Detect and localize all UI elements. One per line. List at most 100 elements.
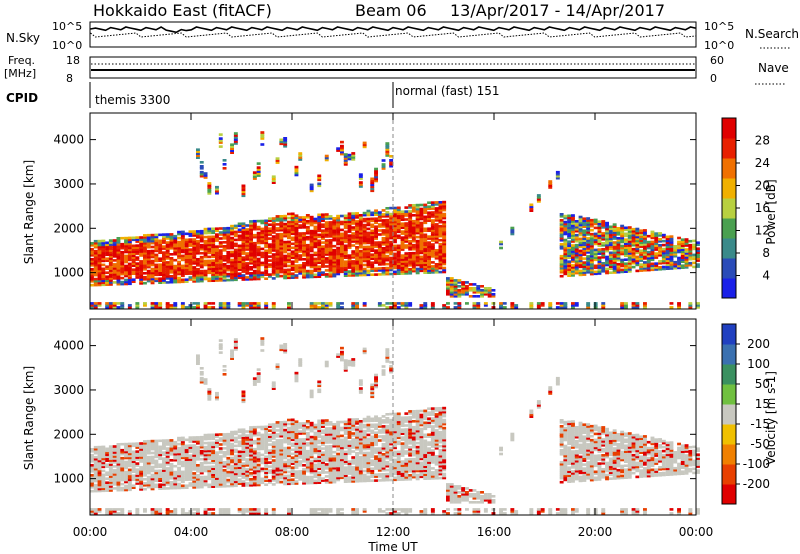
heatmap-cell [271,223,276,226]
heatmap-cell [423,207,428,211]
heatmap-cell [646,266,651,270]
heatmap-cell [643,302,647,305]
heatmap-cell [419,227,424,231]
heatmap-cell [268,217,272,220]
heatmap-cell [343,153,348,156]
heatmap-cell [127,250,132,254]
heatmap-cell [605,249,609,253]
heatmap-cell [124,274,128,278]
heatmap-cell [654,246,659,249]
heatmap-cell [362,231,367,235]
heatmap-cell [631,253,636,257]
heatmap-cell [468,289,473,292]
heatmap-cell [275,227,280,230]
heatmap-cell [165,481,170,484]
heatmap-cell [203,239,208,243]
heatmap-cell [419,247,424,251]
heatmap-cell [370,253,375,256]
heatmap-cell [279,238,284,242]
heatmap-cell [669,243,674,246]
heatmap-cell [199,463,204,467]
heatmap-cell [434,217,439,220]
heatmap-cell [180,510,185,513]
heatmap-cell [112,469,117,472]
heatmap-cell [124,450,128,454]
heatmap-cell [427,257,431,260]
heatmap-cell [336,248,341,252]
heatmap-cell [108,483,113,486]
heatmap-cell [108,461,113,464]
heatmap-cell [143,456,147,459]
heatmap-cell [654,234,659,237]
heatmap-cell [211,475,216,478]
heatmap-cell [358,265,363,269]
heatmap-cell [643,263,647,266]
heatmap-cell [396,262,401,265]
heatmap-cell [154,473,159,477]
heatmap-cell [559,256,564,260]
heatmap-cell [264,467,269,470]
heatmap-cell [279,452,284,456]
heatmap-cell [199,263,204,267]
heatmap-cell [574,302,579,305]
heatmap-cell [385,254,390,258]
heatmap-cell [260,349,265,352]
heatmap-cell [309,233,314,237]
heatmap-cell [218,437,223,440]
heatmap-cell [218,233,223,236]
heatmap-cell [173,272,178,276]
heatmap-cell [317,275,322,278]
heatmap-cell [351,274,356,277]
heatmap-cell [396,226,401,230]
heatmap-cell [571,246,575,249]
heatmap-cell [661,261,666,265]
heatmap-cell [154,257,159,261]
heatmap-cell [665,265,670,268]
heatmap-cell [343,238,348,242]
heatmap-cell [415,267,420,271]
heatmap-cell [150,255,155,259]
heatmap-cell [461,281,466,284]
heatmap-cell [419,267,424,271]
heatmap-cell [298,154,303,157]
heatmap-cell [169,241,174,244]
heatmap-cell [226,246,231,250]
heatmap-cell [173,472,178,476]
heatmap-cell [279,470,284,474]
heatmap-cell [207,443,212,447]
heatmap-cell [389,212,394,216]
heatmap-cell [215,461,219,464]
heatmap-cell [199,371,204,374]
heatmap-cell [688,243,693,247]
heatmap-cell [169,304,174,307]
heatmap-cell [283,272,288,276]
heatmap-cell [165,257,170,260]
heatmap-cell [408,246,413,249]
heatmap-cell [237,262,242,265]
heatmap-cell [446,281,450,284]
heatmap-cell [457,306,462,309]
heatmap-cell [203,483,208,487]
heatmap-cell [279,462,284,466]
heatmap-cell [241,304,246,307]
heatmap-cell [252,265,257,269]
heatmap-cell [351,306,356,309]
heatmap-cell [347,226,352,229]
heatmap-cell [173,456,178,460]
heatmap-cell [313,227,318,231]
power-ylabel: Slant Range [km] [22,160,36,264]
heatmap-cell [411,204,416,207]
heatmap-cell [184,470,189,473]
heatmap-cell [275,247,280,250]
heatmap-cell [143,268,147,271]
heatmap-cell [366,253,371,257]
heatmap-cell [370,243,375,247]
heatmap-cell [578,237,583,241]
heatmap-cell [264,225,269,229]
heatmap-cell [215,443,219,446]
heatmap-cell [203,451,208,455]
heatmap-cell [146,241,151,245]
heatmap-cell [328,221,333,224]
heatmap-cell [146,279,151,283]
heatmap-cell [385,268,390,272]
